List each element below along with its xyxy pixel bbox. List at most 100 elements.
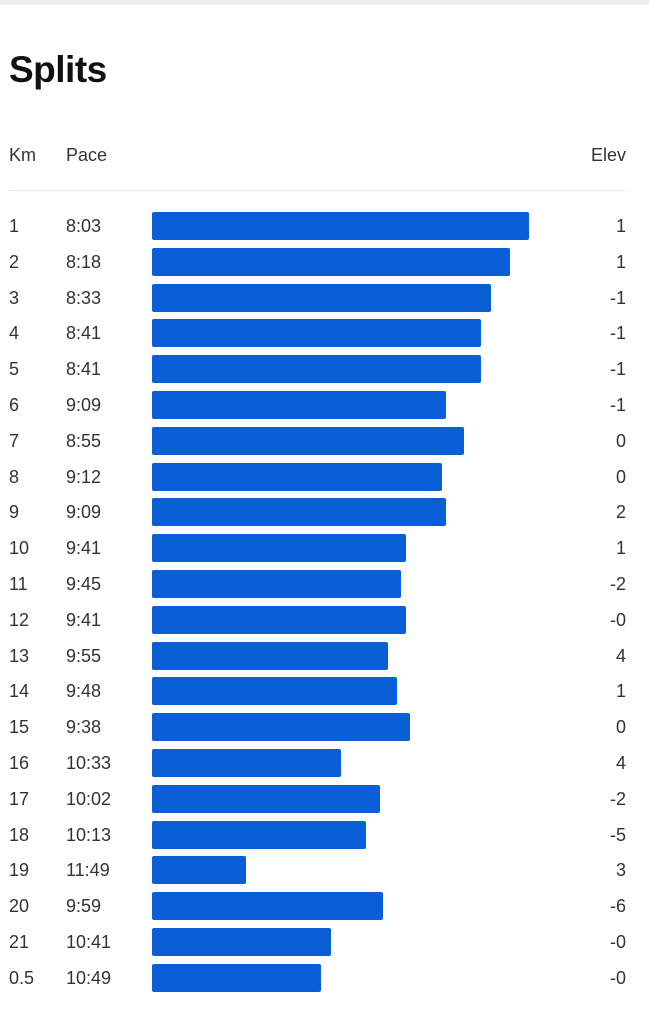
split-elev: -6: [609, 896, 626, 917]
pace-bar: [152, 605, 406, 634]
split-elev: -1: [609, 359, 626, 380]
split-row: 17 10:02 -2: [0, 781, 649, 817]
pace-bar: [152, 390, 446, 419]
split-row: 4 8:41 -1: [0, 315, 649, 351]
split-km: 16: [9, 752, 30, 773]
split-row: 3 8:33 -1: [0, 280, 649, 316]
split-row: 12 9:41 -0: [0, 602, 649, 638]
split-pace: 8:18: [66, 251, 102, 272]
split-km: 21: [9, 931, 30, 952]
split-elev: -2: [609, 788, 626, 809]
split-pace: 8:03: [66, 216, 102, 236]
split-km: 20: [9, 896, 30, 917]
split-km: 0.5: [9, 967, 35, 988]
pace-bar: [152, 426, 464, 455]
split-km: 7: [9, 430, 20, 451]
split-row: 0.5 10:49 -0: [0, 960, 649, 996]
split-km: 8: [9, 466, 20, 487]
pace-bar: [152, 748, 341, 777]
split-km: 1: [9, 216, 20, 236]
page-title: Splits: [9, 49, 107, 90]
split-pace: 9:09: [66, 394, 102, 415]
pace-bar: [152, 247, 510, 276]
split-row: 21 10:41 -0: [0, 924, 649, 960]
split-elev: -5: [609, 824, 626, 845]
split-row: 8 9:12 0: [0, 459, 649, 495]
split-pace: 8:55: [66, 430, 102, 451]
split-elev: 3: [615, 860, 626, 881]
pace-bar: [152, 927, 331, 956]
split-km: 12: [9, 609, 30, 630]
split-km: 10: [9, 538, 30, 559]
split-pace: 8:33: [66, 287, 102, 308]
split-row: 10 9:41 1: [0, 530, 649, 566]
split-elev: -2: [609, 573, 626, 594]
split-km: 2: [9, 251, 20, 272]
split-km: 4: [9, 323, 20, 344]
split-row: 1 8:03 1: [0, 208, 649, 244]
split-elev: 1: [615, 538, 626, 559]
split-elev: 2: [615, 502, 626, 523]
pace-bar: [152, 462, 442, 491]
pace-bar: [152, 892, 383, 921]
pace-bar: [152, 569, 401, 598]
pace-bar: [152, 534, 406, 563]
pace-bar: [152, 856, 246, 885]
split-pace: 10:33: [66, 752, 112, 773]
split-elev: -0: [609, 931, 626, 952]
split-pace: 10:49: [66, 967, 112, 988]
split-row: 2 8:18 1: [0, 244, 649, 280]
splits-list: 1 8:03 1 2 8:18 1 3 8:33 -1 4 8:41 -1 5 8:41 -1 6 9:09 -1…: [0, 208, 649, 996]
split-km: 19: [9, 860, 30, 881]
split-row: 20 9:59 -6: [0, 888, 649, 924]
split-pace: 9:09: [66, 502, 102, 523]
column-header-pace: Pace: [66, 145, 108, 165]
split-row: 5 8:41 -1: [0, 351, 649, 387]
split-km: 18: [9, 824, 30, 845]
split-row: 15 9:38 0: [0, 709, 649, 745]
split-elev: -0: [609, 967, 626, 988]
split-elev: 4: [615, 645, 626, 666]
top-strip: [0, 0, 649, 5]
split-row: 11 9:45 -2: [0, 566, 649, 602]
pace-bar: [152, 355, 481, 384]
split-pace: 9:59: [66, 896, 102, 917]
split-pace: 10:13: [66, 824, 112, 845]
split-pace: 8:41: [66, 323, 102, 344]
split-elev: 1: [615, 251, 626, 272]
pace-bar: [152, 963, 321, 992]
split-elev: 0: [615, 430, 626, 451]
column-header-elev: Elev: [590, 145, 626, 165]
split-row: 7 8:55 0: [0, 423, 649, 459]
pace-bar: [152, 784, 380, 813]
split-km: 11: [9, 573, 28, 594]
split-elev: -1: [609, 394, 626, 415]
split-row: 14 9:48 1: [0, 673, 649, 709]
split-elev: -1: [609, 287, 626, 308]
pace-bar: [152, 212, 529, 240]
split-pace: 11:49: [66, 860, 110, 881]
pace-bar: [152, 820, 366, 849]
split-row: 16 10:33 4: [0, 745, 649, 781]
split-row: 13 9:55 4: [0, 638, 649, 674]
split-pace: 9:38: [66, 717, 102, 738]
split-km: 3: [9, 287, 20, 308]
split-pace: 9:41: [66, 609, 102, 630]
split-pace: 9:12: [66, 466, 102, 487]
split-km: 13: [9, 645, 30, 666]
split-pace: 8:41: [66, 359, 102, 380]
split-pace: 10:02: [66, 788, 112, 809]
split-elev: 1: [615, 681, 626, 702]
pace-bar: [152, 498, 446, 527]
pace-bar: [152, 713, 410, 742]
split-pace: 9:45: [66, 573, 102, 594]
split-km: 5: [9, 359, 20, 380]
split-elev: 1: [615, 216, 626, 236]
column-header-km: Km: [9, 145, 36, 165]
split-elev: 0: [615, 717, 626, 738]
split-row: 19 11:49 3: [0, 852, 649, 888]
pace-bar: [152, 677, 397, 706]
split-pace: 9:55: [66, 645, 102, 666]
split-row: 18 10:13 -5: [0, 817, 649, 853]
split-pace: 9:41: [66, 538, 102, 559]
